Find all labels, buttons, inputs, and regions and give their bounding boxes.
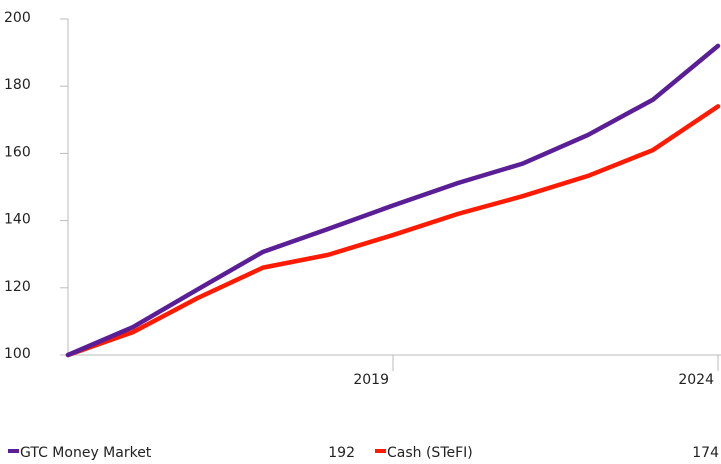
y-tick-label: 200 [4, 10, 31, 26]
y-tick-label: 160 [4, 144, 31, 160]
legend-swatch [8, 449, 19, 453]
x-tick-label: 2019 [353, 372, 389, 388]
y-tick-label: 140 [4, 212, 31, 228]
x-tick-label: 2024 [678, 372, 714, 388]
legend-swatch [375, 449, 386, 453]
series-line [65, 104, 721, 358]
y-tick-label: 100 [4, 346, 31, 362]
legend-label: Cash (STeFI) [387, 445, 473, 461]
series-line [65, 43, 721, 358]
y-tick-label: 180 [4, 77, 31, 93]
legend-label: GTC Money Market [20, 445, 152, 461]
y-tick-label: 120 [4, 279, 31, 295]
legend-value: 192 [328, 445, 355, 461]
legend-value: 174 [692, 445, 719, 461]
